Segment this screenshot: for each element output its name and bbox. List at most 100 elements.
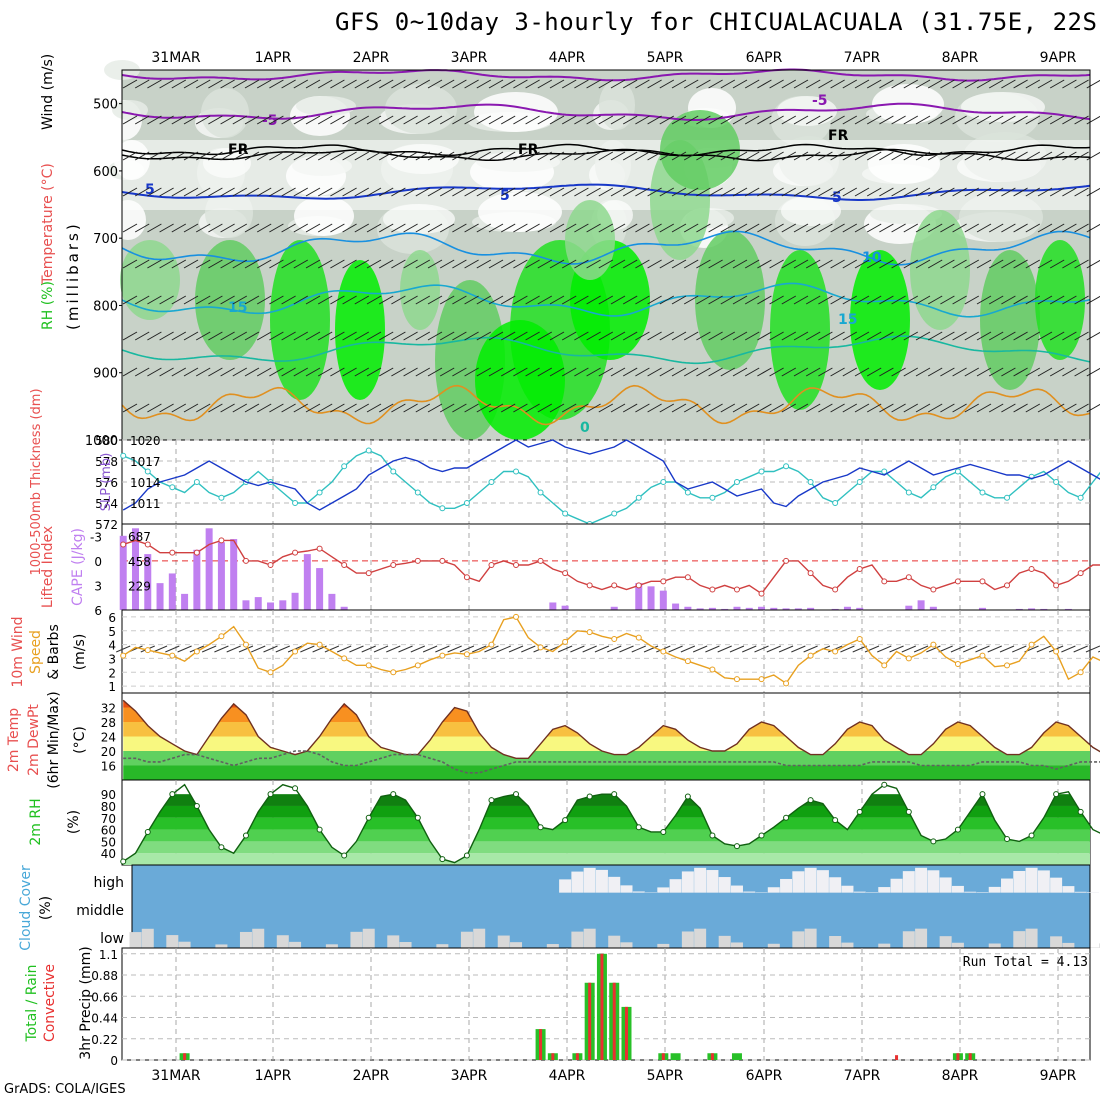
wind-barb (171, 151, 187, 161)
wind-barb (549, 295, 565, 305)
cloud-low-bar (878, 943, 891, 948)
wind-barb (696, 187, 711, 197)
cloud-low-bar (620, 942, 633, 948)
precip-tick-label: 0 (110, 1054, 118, 1068)
cloud-low-bar (510, 942, 523, 948)
wind-barb (488, 115, 504, 125)
wind-barb (976, 331, 992, 341)
wind-barb (452, 403, 467, 413)
data-point (930, 838, 937, 845)
data-point (463, 574, 470, 581)
wind-barb (842, 79, 858, 89)
wind-barb (927, 79, 943, 89)
wind-barb (1074, 115, 1089, 125)
wind-barb (708, 187, 723, 197)
wind-barb (226, 645, 241, 653)
contour-line (121, 384, 1091, 426)
wind-barb (586, 115, 601, 125)
wind-barb (336, 645, 352, 653)
cloud-high-bar (951, 885, 964, 893)
data-point (709, 832, 716, 839)
wind-barb (159, 151, 174, 161)
wind-barb (744, 187, 760, 197)
wind-barb (927, 151, 943, 161)
data-point (488, 561, 495, 568)
wind-barb (866, 403, 882, 413)
wind-barb (574, 295, 589, 305)
wind-barb (574, 367, 589, 377)
wind-barb (818, 115, 833, 125)
wind-barb (927, 367, 943, 377)
wind-barb (903, 295, 919, 305)
wind-barb (476, 367, 492, 377)
data-point (1004, 662, 1011, 669)
wind-barb (964, 223, 980, 233)
wind-barb (769, 295, 784, 305)
wind-barb (349, 645, 364, 653)
moist-patch (195, 240, 265, 360)
wind-barb (159, 115, 174, 125)
wind-barb (842, 115, 858, 125)
wind-barb (171, 331, 187, 341)
moist-patch (850, 250, 910, 390)
data-point (488, 641, 495, 648)
wind-barb (891, 115, 906, 125)
wind-barb (208, 403, 223, 413)
wind-barb (778, 645, 794, 653)
wind-barb (256, 223, 272, 233)
wind-barb (195, 151, 211, 161)
wind-barb (594, 645, 610, 653)
wind-tick-label: 1 (108, 680, 116, 694)
wind-barb (964, 403, 980, 413)
data-point (905, 655, 912, 662)
precip-tick-label: 1.1 (99, 948, 118, 962)
wind-barb (622, 367, 638, 377)
cloud-low-bar (1062, 942, 1075, 948)
wind-barb (598, 187, 614, 197)
wind-barb (586, 151, 601, 161)
wind-barb (696, 259, 711, 269)
wind-barb (1013, 151, 1028, 161)
cape-ylabel: CAPE (J/kg) (70, 528, 86, 606)
wind-barb (1062, 331, 1077, 341)
li-ylabel: Lifted Index (40, 526, 56, 608)
wind-barb (940, 295, 955, 305)
wind-barb (464, 223, 479, 233)
temp-band (123, 751, 1090, 766)
thickness-ylabel: 1000-500mb Thickness (dm) (29, 388, 44, 575)
wind-barb (513, 331, 528, 341)
wind-barb (635, 367, 650, 377)
wind-barb (671, 187, 687, 197)
wind-barb (171, 259, 187, 269)
wind-barb (793, 367, 809, 377)
profile-ylabel: RH (%)Temperature (°C) Wind (m/s) (40, 54, 56, 330)
wind-barb (830, 79, 845, 89)
wind-barb (720, 223, 736, 233)
wind-barb (537, 79, 553, 89)
wind-barb (818, 79, 833, 89)
wind-barb (659, 187, 675, 197)
wind-barb (866, 259, 882, 269)
data-point (1004, 582, 1011, 589)
data-point (635, 494, 642, 501)
rh-band (123, 829, 1090, 842)
cape-bar (758, 606, 766, 610)
wind-barb (488, 151, 504, 161)
wind-barb (342, 331, 357, 341)
wind-barb (415, 295, 431, 305)
data-point (807, 479, 814, 485)
wind-barb (293, 223, 309, 233)
wind-barb (671, 367, 687, 377)
data-point (1077, 808, 1084, 815)
wind-barb (598, 151, 614, 161)
contour-label: 5 (832, 190, 842, 206)
wind-barb (122, 115, 138, 125)
wind-barb (452, 295, 467, 305)
wind-barb (256, 79, 272, 89)
contour-label: 0 (580, 420, 590, 436)
wind-barb (668, 645, 683, 653)
wind-barb (854, 259, 870, 269)
wind-barb (708, 331, 723, 341)
wind-barb (159, 187, 174, 197)
wind-barb (220, 79, 235, 89)
